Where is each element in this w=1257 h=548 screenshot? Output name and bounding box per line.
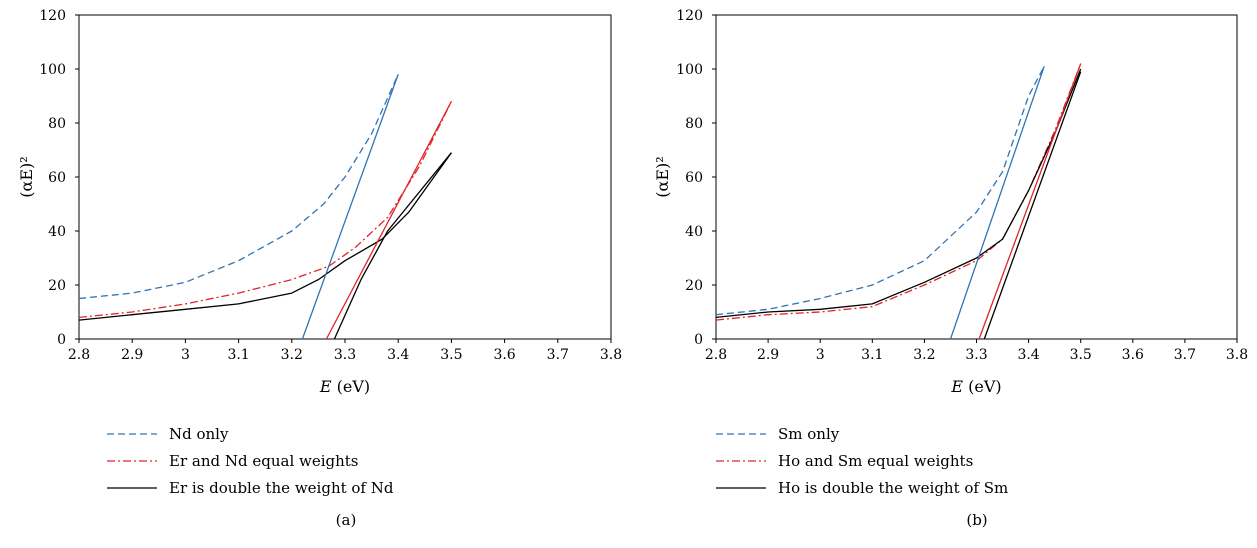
y-tick-label: 20 <box>685 278 703 294</box>
y-tick-label: 60 <box>685 170 703 186</box>
x-tick-label: 3.5 <box>1070 347 1092 363</box>
x-tick-label: 3.4 <box>387 347 409 363</box>
x-tick-label: 3.7 <box>547 347 569 363</box>
y-tick-label: 80 <box>685 116 703 132</box>
y-tick-label: 60 <box>48 170 66 186</box>
x-tick-label: 2.9 <box>757 347 779 363</box>
y-tick-label: 20 <box>48 278 66 294</box>
x-tick-label: 3.7 <box>1174 347 1196 363</box>
tangent-line <box>333 152 452 340</box>
y-tick-label: 40 <box>685 224 703 240</box>
legend-label: Er is double the weight of Nd <box>169 479 394 497</box>
y-tick-label: 80 <box>48 116 66 132</box>
x-tick-label: 3 <box>816 347 825 363</box>
tangent-line <box>983 71 1082 340</box>
x-tick-label: 3.1 <box>227 347 249 363</box>
y-tick-label: 120 <box>39 8 66 24</box>
series-line <box>78 74 399 300</box>
y-tick-label: 100 <box>676 62 703 78</box>
tangent-line <box>949 66 1045 340</box>
x-tick-label: 3.6 <box>1122 347 1144 363</box>
x-axis-title: E (eV) <box>950 377 1001 396</box>
legend-label: Nd only <box>169 425 229 443</box>
x-tick-label: 3.1 <box>861 347 883 363</box>
legend-label: Ho is double the weight of Sm <box>778 479 1008 497</box>
x-tick-label: 2.8 <box>68 347 90 363</box>
series-line <box>715 63 1082 321</box>
tangent-line <box>301 74 399 340</box>
panel-label: (a) <box>336 511 357 529</box>
panel-label: (b) <box>966 511 987 529</box>
series-line <box>78 152 452 321</box>
y-tick-label: 0 <box>57 332 66 348</box>
x-tick-label: 3.3 <box>965 347 987 363</box>
x-tick-label: 3.4 <box>1017 347 1039 363</box>
legend-label: Sm only <box>778 425 840 443</box>
legend-label: Er and Nd equal weights <box>169 452 359 470</box>
x-tick-label: 3.2 <box>913 347 935 363</box>
series-line <box>715 68 1082 319</box>
chart-panel-b: 2.8 2.9 3 3.1 3.2 3.3 3.4 3.5 3.6 3.7 3.8 0 20 40 60 80… <box>653 8 1248 529</box>
y-axis-title: (αE)² <box>653 156 672 197</box>
x-tick-label: 2.8 <box>705 347 727 363</box>
y-axis-title: (αE)² <box>17 156 36 197</box>
x-axis-title: E (eV) <box>319 377 370 396</box>
y-tick-label: 0 <box>694 332 703 348</box>
y-tick-label: 40 <box>48 224 66 240</box>
x-tick-label: 3.3 <box>334 347 356 363</box>
x-tick-label: 3.8 <box>600 347 622 363</box>
series-line <box>715 65 1045 316</box>
x-tick-label: 3 <box>181 347 190 363</box>
tangent-line <box>978 63 1082 340</box>
tangent-line <box>325 101 452 340</box>
chart-panel-a: 2.8 2.9 3 3.1 3.2 3.3 3.4 3.5 3.6 3.7 3.8 0 20 40 60 80… <box>17 8 622 529</box>
x-tick-label: 3.6 <box>493 347 515 363</box>
legend-label: Ho and Sm equal weights <box>778 452 973 470</box>
plot-frame <box>715 14 1238 340</box>
y-tick-label: 120 <box>676 8 703 24</box>
x-tick-label: 3.2 <box>281 347 303 363</box>
x-tick-label: 3.8 <box>1226 347 1248 363</box>
x-tick-label: 3.5 <box>440 347 462 363</box>
x-tick-label: 2.9 <box>121 347 143 363</box>
y-tick-label: 100 <box>39 62 66 78</box>
series-line <box>78 101 452 319</box>
